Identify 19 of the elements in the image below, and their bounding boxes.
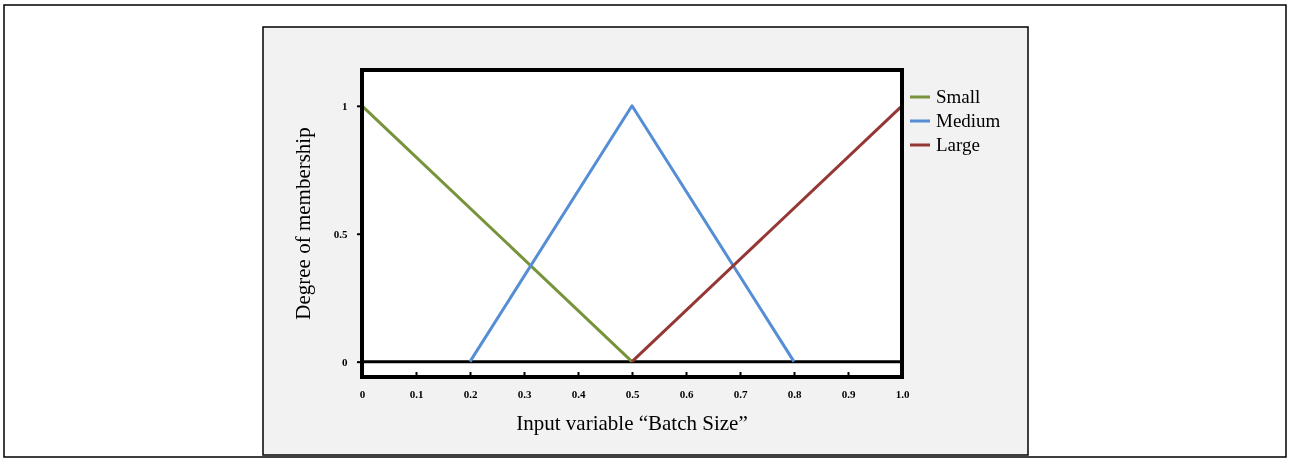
x-axis-title: Input variable “Batch Size” xyxy=(516,411,748,435)
x-tick-label: 0.3 xyxy=(517,387,532,400)
legend-label: Large xyxy=(936,134,980,155)
x-tick-label: 0.5 xyxy=(625,387,640,400)
x-tick-label: 1.0 xyxy=(895,387,910,400)
x-tick-label: 0.8 xyxy=(787,387,802,400)
legend-label: Medium xyxy=(936,110,1001,131)
x-tick-label: 0.9 xyxy=(841,387,856,400)
y-tick-label: 1 xyxy=(341,99,348,112)
legend-label: Small xyxy=(936,86,981,107)
x-tick-label: 0.7 xyxy=(733,387,748,400)
y-tick-label: 0.5 xyxy=(333,227,348,240)
x-tick-label: 0.2 xyxy=(463,387,478,400)
x-tick-label: 0.4 xyxy=(571,387,586,400)
x-tick-label: 0.6 xyxy=(679,387,694,400)
x-tick-label: 0.1 xyxy=(409,387,424,400)
y-tick-label: 0 xyxy=(341,355,348,368)
y-axis-title: Degree of membership xyxy=(291,127,315,320)
x-tick-label: 0 xyxy=(359,387,366,400)
